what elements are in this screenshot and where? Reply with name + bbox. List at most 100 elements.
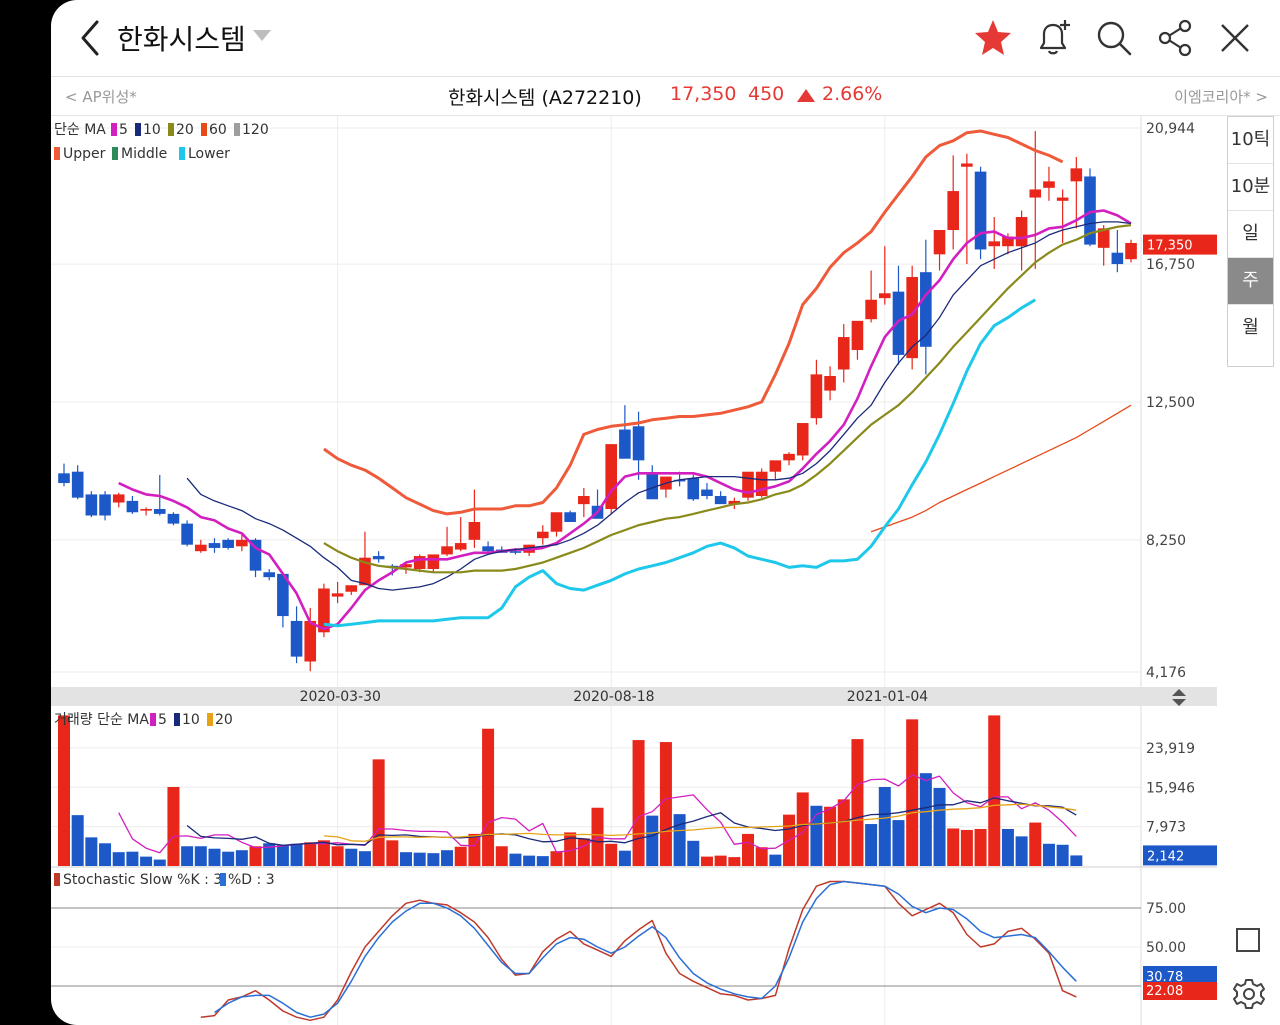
volume-bar — [331, 846, 344, 866]
volume-bar — [673, 814, 686, 866]
candle-body — [427, 554, 440, 570]
page-title[interactable]: 한화시스템 — [117, 23, 246, 56]
date-axis-label: 2021-01-04 — [847, 689, 928, 705]
volume-bar — [605, 843, 618, 866]
prev-stock-link[interactable]: < AP위성* — [65, 88, 137, 106]
candle-body — [1125, 242, 1137, 260]
volume-bar — [112, 852, 125, 866]
candle-body — [153, 509, 166, 514]
candle-body — [1043, 181, 1055, 188]
volume-line-5 — [118, 774, 1077, 854]
current-price: 17,350 — [670, 83, 737, 105]
candle-body — [1070, 168, 1083, 182]
share-icon[interactable] — [1153, 16, 1197, 60]
ma-legend-swatch — [168, 123, 174, 136]
bb-legend-item: Upper — [63, 146, 106, 162]
volume-bar — [906, 719, 919, 866]
volume-bar — [345, 848, 358, 866]
candle-body — [564, 512, 576, 522]
volume-bar — [577, 838, 590, 866]
volume-bar — [317, 840, 330, 866]
search-icon[interactable] — [1092, 16, 1136, 60]
candle-body — [277, 573, 289, 617]
date-axis-label: 2020-08-18 — [573, 689, 654, 705]
timeframe-week[interactable]: 주 — [1228, 258, 1273, 305]
star-icon[interactable] — [971, 16, 1015, 60]
candle-body — [550, 512, 563, 532]
candle-body — [468, 521, 481, 540]
ma-legend-item: 120 — [242, 122, 269, 138]
volume-bar — [495, 846, 508, 866]
volume-bar — [714, 855, 727, 866]
volume-bar — [71, 815, 84, 866]
stoch-k-box — [1143, 982, 1217, 1000]
candle-body — [687, 478, 700, 500]
price-axis-label: 8,250 — [1146, 533, 1186, 549]
volume-axis-label: 7,973 — [1146, 820, 1186, 836]
volume-legend-item: 20 — [215, 712, 233, 728]
caret-down-icon[interactable] — [253, 30, 271, 41]
volume-bar — [618, 850, 631, 866]
ma-legend-item: 5 — [119, 122, 128, 138]
bell-plus-icon[interactable] — [1031, 16, 1075, 60]
timeframe-month[interactable]: 월 — [1242, 317, 1259, 338]
candle-body — [837, 337, 850, 370]
volume-bar — [536, 856, 549, 866]
candle-body — [195, 544, 207, 552]
volume-bar — [742, 833, 754, 866]
volume-bar — [1015, 836, 1028, 866]
volume-bar — [208, 848, 221, 866]
candle-body — [400, 564, 412, 568]
date-axis-bar — [51, 687, 1217, 706]
stock-chart[interactable]: 20,944 16,750 12,500 8,250 4,176 단순 MA 5 10 20 60… — [51, 116, 1280, 1025]
volume-bar — [1001, 828, 1014, 866]
next-stock-link[interactable]: 이엠코리아* > — [1174, 88, 1268, 106]
change-rate: 2.66% — [822, 83, 883, 105]
timeframe-10tick[interactable]: 10틱 — [1228, 117, 1273, 164]
candle-body — [331, 593, 344, 597]
volume-bar — [865, 824, 878, 866]
candle-body — [632, 426, 645, 461]
current-price-label: 17,350 — [1147, 239, 1193, 254]
chevron-left-icon[interactable] — [77, 18, 107, 58]
stoch-d-box — [1143, 966, 1217, 984]
close-icon[interactable] — [1213, 16, 1257, 60]
candle-body — [537, 531, 549, 539]
volume-bar — [892, 820, 905, 866]
volume-bar — [564, 832, 577, 866]
top-app-bar: 한화시스템 — [51, 0, 1280, 77]
timeframe-day[interactable]: 일 — [1228, 211, 1273, 258]
price-line-lower — [323, 298, 1037, 628]
price-line-60 — [870, 404, 1132, 533]
stoch-legend-swatch — [220, 873, 226, 886]
volume-bar — [304, 842, 317, 866]
candle-body — [126, 500, 139, 513]
gear-icon[interactable] — [1231, 976, 1267, 1012]
volume-bar — [1056, 844, 1069, 866]
price-axis-label: 20,944 — [1146, 121, 1195, 137]
candle-body — [1056, 197, 1069, 201]
candle-body — [728, 500, 741, 505]
price-line-5 — [118, 209, 1132, 631]
volume-bar — [919, 773, 932, 866]
candle-body — [879, 293, 891, 299]
stoch-d-label: 30.78 — [1146, 970, 1183, 985]
timeframe-10min[interactable]: 10분 — [1228, 164, 1273, 211]
volume-axis-label: 15,946 — [1146, 780, 1195, 796]
candle-body — [796, 423, 809, 456]
volume-bar — [140, 856, 153, 866]
volume-bar — [194, 846, 207, 866]
ma-legend-prefix: 단순 MA — [54, 122, 106, 138]
volume-bar — [837, 799, 850, 866]
checkbox-icon[interactable] — [1236, 928, 1260, 952]
candle-body — [1002, 236, 1014, 247]
volume-bar — [400, 852, 412, 866]
volume-bar — [1029, 822, 1042, 866]
price-axis-label: 12,500 — [1146, 395, 1195, 411]
candle-body — [167, 513, 180, 524]
volume-bar — [427, 853, 440, 866]
candle-body — [1015, 217, 1028, 247]
candle-body — [222, 539, 234, 548]
volume-bar — [974, 828, 987, 866]
candle-body — [318, 588, 330, 633]
